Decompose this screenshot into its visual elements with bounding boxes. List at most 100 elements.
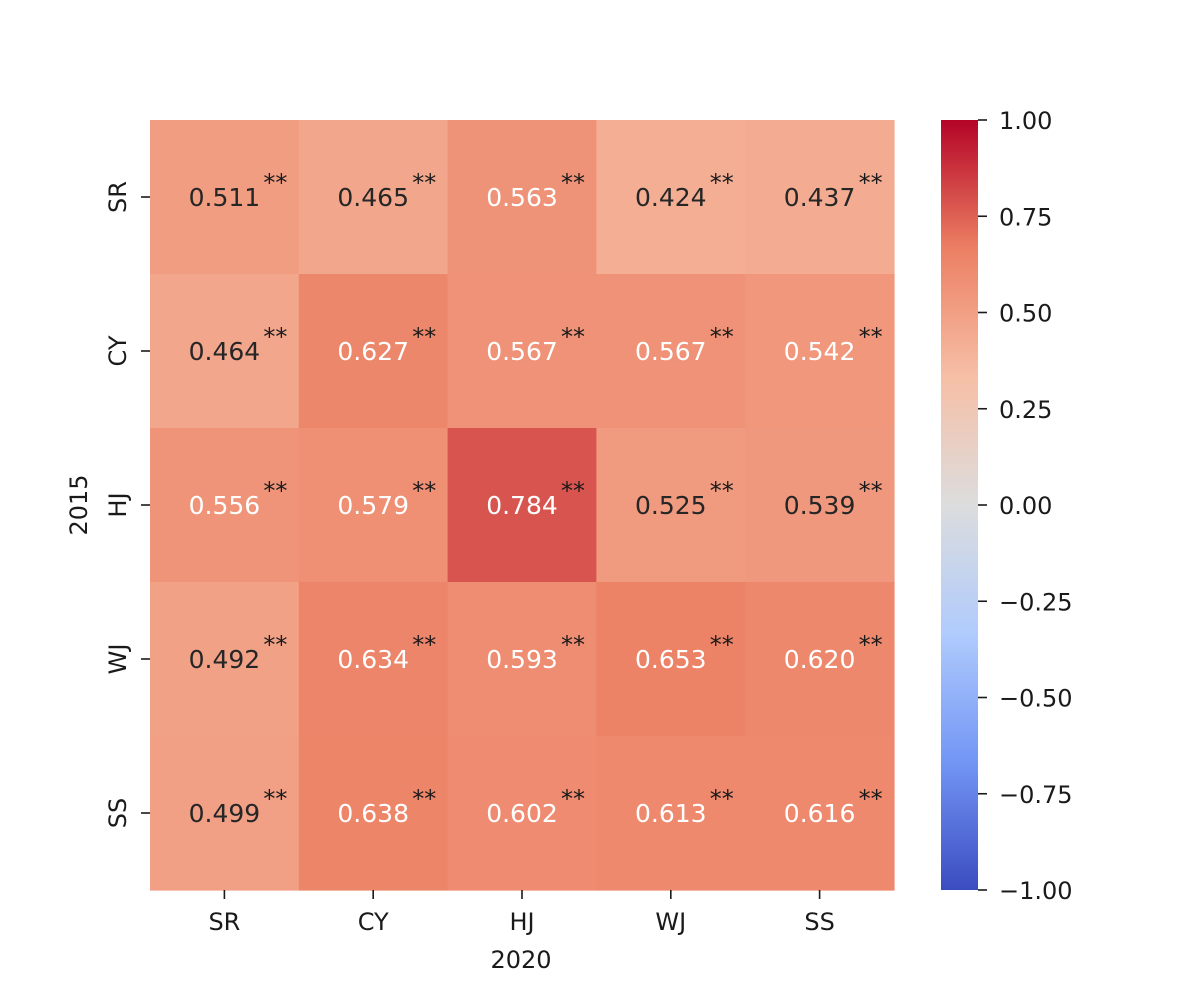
y-tick-label: HJ	[104, 492, 132, 517]
significance-marker: **	[412, 477, 436, 505]
heatmap-cell: 0.511 **	[150, 120, 300, 275]
significance-marker: **	[859, 785, 883, 813]
cell-rect	[150, 582, 300, 737]
significance-marker: **	[561, 169, 585, 197]
x-tick-label: CY	[358, 908, 389, 936]
cell-value-label: 0.437	[784, 183, 856, 212]
significance-marker: **	[561, 477, 585, 505]
significance-marker: **	[710, 477, 734, 505]
cell-rect	[745, 582, 895, 737]
cell-rect	[596, 736, 746, 891]
cell-value-label: 0.567	[486, 337, 558, 366]
colorbar-bar	[941, 120, 978, 890]
y-axis: SR CY HJ WJ SS	[104, 181, 150, 828]
heatmap-cell: 0.539 **	[745, 428, 895, 583]
significance-marker: **	[412, 169, 436, 197]
cell-rect	[447, 582, 597, 737]
x-tick-label: SR	[208, 908, 240, 936]
cell-rect	[745, 428, 895, 583]
colorbar-tick-label: 1.00	[999, 107, 1052, 135]
cell-value-label: 0.556	[189, 491, 261, 520]
cell-value-label: 0.499	[189, 799, 261, 828]
cell-rect	[596, 120, 746, 275]
heatmap-cell: 0.492 **	[150, 582, 300, 737]
x-axis: SR CY HJ WJ SS	[208, 890, 835, 936]
significance-marker: **	[412, 785, 436, 813]
cell-rect	[596, 274, 746, 429]
heatmap-cell: 0.602 **	[447, 736, 597, 891]
cell-rect	[447, 428, 597, 583]
x-tick-label: WJ	[655, 908, 686, 936]
y-tick-label: SS	[104, 798, 132, 828]
y-tick-label: CY	[104, 335, 132, 366]
heatmap-cell: 0.567 **	[447, 274, 597, 429]
significance-marker: **	[412, 323, 436, 351]
cell-value-label: 0.542	[784, 337, 856, 366]
cell-value-label: 0.539	[784, 491, 856, 520]
significance-marker: **	[710, 169, 734, 197]
heatmap-cell: 0.613 **	[596, 736, 746, 891]
heatmap-cell: 0.620 **	[745, 582, 895, 737]
cell-value-label: 0.613	[635, 799, 707, 828]
cell-value-label: 0.593	[486, 645, 558, 674]
heatmap-cell: 0.464 **	[150, 274, 300, 429]
significance-marker: **	[561, 785, 585, 813]
x-tick-label: SS	[804, 908, 834, 936]
significance-marker: **	[263, 169, 287, 197]
cell-rect	[298, 736, 449, 891]
cell-rect	[745, 120, 895, 275]
cell-rect	[745, 736, 895, 891]
cell-value-label: 0.627	[337, 337, 409, 366]
cell-rect	[150, 120, 300, 275]
heatmap-cell: 0.627 **	[298, 274, 449, 429]
cell-value-label: 0.563	[486, 183, 558, 212]
colorbar-tick-label: 0.00	[999, 492, 1052, 520]
heatmap-cell: 0.525 **	[596, 428, 746, 583]
cell-rect	[298, 120, 449, 275]
heatmap-cell: 0.579 **	[298, 428, 449, 583]
y-axis-title: 2015	[65, 474, 93, 535]
cell-rect	[447, 120, 597, 275]
cell-value-label: 0.579	[337, 491, 409, 520]
cell-value-label: 0.634	[337, 645, 409, 674]
cell-rect	[150, 736, 300, 891]
significance-marker: **	[412, 631, 436, 659]
x-tick-label: HJ	[509, 908, 534, 936]
cell-rect	[447, 274, 597, 429]
colorbar-tick-label: −0.25	[999, 588, 1073, 616]
heatmap-cell: 0.542 **	[745, 274, 895, 429]
significance-marker: **	[859, 169, 883, 197]
cell-value-label: 0.511	[189, 183, 261, 212]
heatmap-cell: 0.437 **	[745, 120, 895, 275]
cell-rect	[745, 274, 895, 429]
significance-marker: **	[263, 323, 287, 351]
heatmap-cells: 0.511 ** 0.465 ** 0.563 ** 0.424 ** 0.437 **0.464…	[150, 120, 895, 891]
heatmap-cell: 0.465 **	[298, 120, 449, 275]
significance-marker: **	[859, 323, 883, 351]
cell-rect	[150, 274, 300, 429]
cell-value-label: 0.653	[635, 645, 707, 674]
significance-marker: **	[263, 477, 287, 505]
significance-marker: **	[859, 477, 883, 505]
significance-marker: **	[859, 631, 883, 659]
colorbar-tick-label: 0.75	[999, 203, 1052, 231]
significance-marker: **	[263, 785, 287, 813]
colorbar-tick-label: 0.25	[999, 396, 1052, 424]
cell-value-label: 0.465	[337, 183, 409, 212]
cell-rect	[596, 582, 746, 737]
cell-value-label: 0.638	[337, 799, 409, 828]
heatmap-cell: 0.653 **	[596, 582, 746, 737]
significance-marker: **	[710, 631, 734, 659]
significance-marker: **	[710, 785, 734, 813]
heatmap-cell: 0.424 **	[596, 120, 746, 275]
x-axis-title: 2020	[490, 946, 551, 974]
cell-value-label: 0.464	[189, 337, 261, 366]
significance-marker: **	[561, 631, 585, 659]
colorbar-tick-label: −0.75	[999, 781, 1073, 809]
colorbar-tick-label: −0.50	[999, 685, 1073, 713]
cell-value-label: 0.784	[486, 491, 558, 520]
cell-value-label: 0.602	[486, 799, 558, 828]
cell-value-label: 0.620	[784, 645, 856, 674]
cell-value-label: 0.616	[784, 799, 856, 828]
cell-rect	[298, 428, 449, 583]
